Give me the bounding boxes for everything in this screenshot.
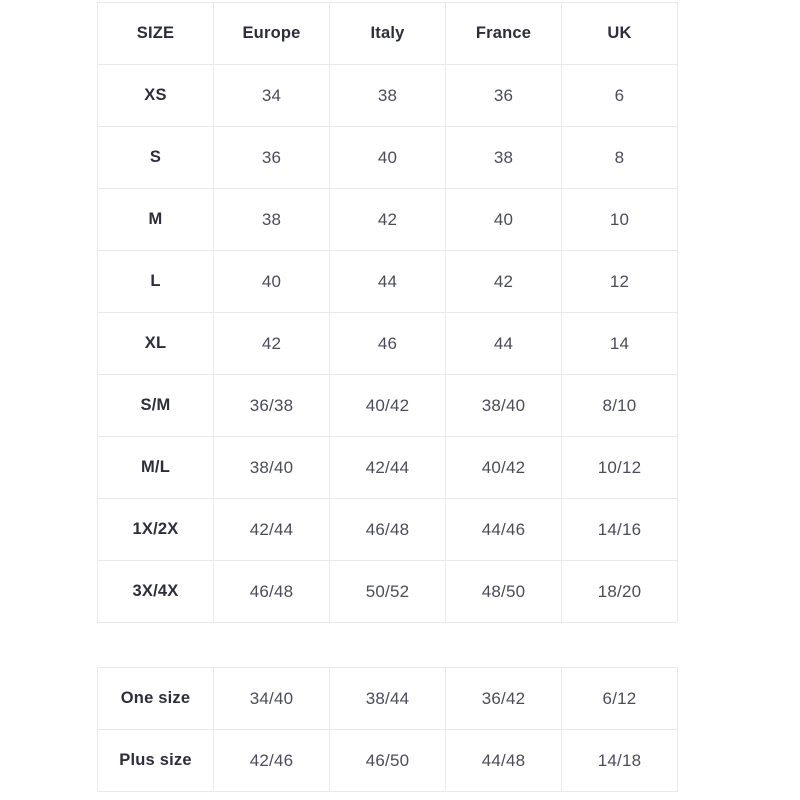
france-value-cell: 42 [445, 250, 562, 313]
europe-value-cell: 42 [213, 312, 330, 375]
size-label-cell: XL [97, 312, 214, 375]
size-conversion-table: SIZE Europe Italy France UK XS 34 38 36 … [97, 2, 678, 623]
uk-value-cell: 8 [561, 126, 678, 189]
france-value-cell: 40 [445, 188, 562, 251]
table-row: 1X/2X 42/44 46/48 44/46 14/16 [97, 498, 678, 561]
size-label-cell: One size [97, 667, 214, 730]
italy-value-cell: 42 [329, 188, 446, 251]
uk-value-cell: 14/16 [561, 498, 678, 561]
italy-value-cell: 46/50 [329, 729, 446, 792]
uk-value-cell: 6 [561, 64, 678, 127]
uk-value-cell: 14/18 [561, 729, 678, 792]
europe-value-cell: 34 [213, 64, 330, 127]
france-value-cell: 48/50 [445, 560, 562, 623]
size-label-cell: 3X/4X [97, 560, 214, 623]
europe-value-cell: 36/38 [213, 374, 330, 437]
table-row: M 38 42 40 10 [97, 188, 678, 251]
table-body: XS 34 38 36 6 S 36 40 38 8 M 38 42 40 10 [97, 64, 678, 623]
europe-value-cell: 40 [213, 250, 330, 313]
france-value-cell: 44/48 [445, 729, 562, 792]
size-label-cell: S/M [97, 374, 214, 437]
size-label-cell: M [97, 188, 214, 251]
table-header: SIZE Europe Italy France UK [97, 2, 678, 65]
uk-value-cell: 14 [561, 312, 678, 375]
italy-value-cell: 46/48 [329, 498, 446, 561]
europe-value-cell: 34/40 [213, 667, 330, 730]
size-label-cell: M/L [97, 436, 214, 499]
table-row: XS 34 38 36 6 [97, 64, 678, 127]
europe-value-cell: 38 [213, 188, 330, 251]
france-value-cell: 36 [445, 64, 562, 127]
column-header-italy: Italy [329, 2, 446, 65]
column-header-france: France [445, 2, 562, 65]
uk-value-cell: 6/12 [561, 667, 678, 730]
table-row: S/M 36/38 40/42 38/40 8/10 [97, 374, 678, 437]
table-body: One size 34/40 38/44 36/42 6/12 Plus siz… [97, 667, 678, 792]
europe-value-cell: 42/46 [213, 729, 330, 792]
uk-value-cell: 12 [561, 250, 678, 313]
one-size-conversion-table: One size 34/40 38/44 36/42 6/12 Plus siz… [97, 667, 678, 792]
table-row: XL 42 46 44 14 [97, 312, 678, 375]
europe-value-cell: 36 [213, 126, 330, 189]
france-value-cell: 44/46 [445, 498, 562, 561]
size-label-cell: 1X/2X [97, 498, 214, 561]
italy-value-cell: 44 [329, 250, 446, 313]
size-label-cell: XS [97, 64, 214, 127]
italy-value-cell: 40 [329, 126, 446, 189]
france-value-cell: 44 [445, 312, 562, 375]
table-header-row: SIZE Europe Italy France UK [97, 2, 678, 65]
column-header-size: SIZE [97, 2, 214, 65]
italy-value-cell: 50/52 [329, 560, 446, 623]
size-label-cell: L [97, 250, 214, 313]
italy-value-cell: 38/44 [329, 667, 446, 730]
europe-value-cell: 46/48 [213, 560, 330, 623]
uk-value-cell: 8/10 [561, 374, 678, 437]
france-value-cell: 38/40 [445, 374, 562, 437]
uk-value-cell: 10 [561, 188, 678, 251]
europe-value-cell: 42/44 [213, 498, 330, 561]
italy-value-cell: 40/42 [329, 374, 446, 437]
table-row: M/L 38/40 42/44 40/42 10/12 [97, 436, 678, 499]
europe-value-cell: 38/40 [213, 436, 330, 499]
table-row: L 40 44 42 12 [97, 250, 678, 313]
column-header-uk: UK [561, 2, 678, 65]
uk-value-cell: 18/20 [561, 560, 678, 623]
size-label-cell: S [97, 126, 214, 189]
column-header-europe: Europe [213, 2, 330, 65]
italy-value-cell: 38 [329, 64, 446, 127]
table-row: S 36 40 38 8 [97, 126, 678, 189]
italy-value-cell: 42/44 [329, 436, 446, 499]
france-value-cell: 40/42 [445, 436, 562, 499]
table-row: One size 34/40 38/44 36/42 6/12 [97, 667, 678, 730]
france-value-cell: 38 [445, 126, 562, 189]
france-value-cell: 36/42 [445, 667, 562, 730]
italy-value-cell: 46 [329, 312, 446, 375]
table-row: Plus size 42/46 46/50 44/48 14/18 [97, 729, 678, 792]
table-row: 3X/4X 46/48 50/52 48/50 18/20 [97, 560, 678, 623]
size-label-cell: Plus size [97, 729, 214, 792]
uk-value-cell: 10/12 [561, 436, 678, 499]
